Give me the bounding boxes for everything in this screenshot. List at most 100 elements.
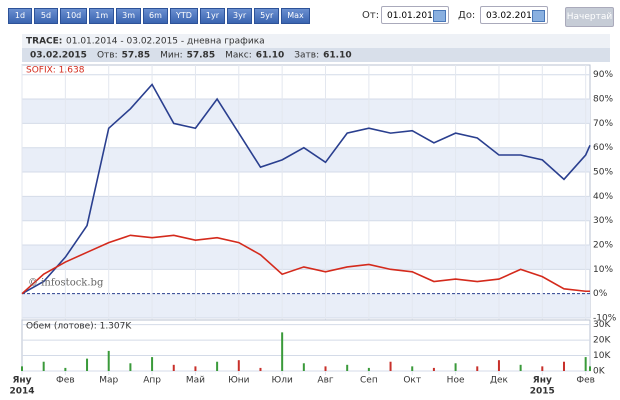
y-tick-label: 10K: [593, 351, 611, 361]
volume-label: Обем (лотове): 1.307K: [26, 322, 132, 332]
range-button[interactable]: 5yr: [254, 8, 280, 24]
x-tick-label: Мар: [99, 376, 118, 386]
info-label: Затв:: [294, 51, 319, 61]
from-value: 01.01.2014: [387, 11, 439, 21]
volume-bar: [389, 361, 392, 371]
volume-bar: [411, 366, 414, 371]
volume-bar: [584, 357, 587, 371]
volume-bar: [129, 363, 132, 371]
range-button[interactable]: 3m: [116, 8, 142, 24]
range-button[interactable]: 5d: [34, 8, 58, 24]
volume-bar: [541, 366, 544, 371]
x-tick-label: Ное: [447, 376, 465, 386]
x-tick-label: Юни: [228, 376, 250, 386]
year-label: 2015: [530, 387, 555, 397]
volume-bar: [324, 366, 327, 371]
range-button[interactable]: 10d: [60, 8, 88, 24]
x-tick-label: Сеп: [360, 376, 378, 386]
volume-bar: [346, 364, 349, 371]
x-tick-label: Яну: [533, 376, 552, 386]
range-button[interactable]: 6m: [143, 8, 168, 24]
volume-bar: [476, 366, 479, 371]
volume-bar: [107, 350, 110, 371]
to-value: 03.02.2015: [486, 11, 538, 21]
x-tick-label: Дек: [490, 376, 509, 386]
range-button[interactable]: YTD: [169, 8, 198, 24]
header-bar: [22, 34, 610, 48]
y-tick-label: -10%: [593, 314, 617, 324]
volume-bar: [42, 361, 45, 371]
info-value: 57.85: [187, 51, 215, 61]
x-tick-label: Фев: [56, 376, 75, 386]
range-buttons: 1d 5d 10d 1m 3m 6m YTD 1yr 3yr 5yr Max: [8, 8, 310, 24]
y-tick-label: 50%: [593, 168, 613, 178]
volume-bar: [562, 361, 565, 371]
y-tick-label: 70%: [593, 119, 613, 129]
y-tick-label: 30%: [593, 216, 613, 226]
watermark: © infostock.bg: [28, 278, 104, 289]
info-label: Отв:: [97, 51, 118, 61]
y-tick-label: 60%: [593, 143, 613, 153]
band: [22, 99, 590, 124]
series-label: SOFIX: 1.638: [26, 66, 85, 76]
volume-bar: [497, 360, 500, 371]
volume-bar: [21, 366, 23, 371]
y-tick-label: 40%: [593, 192, 613, 202]
volume-bar: [367, 367, 370, 371]
info-label: Мин:: [160, 51, 183, 61]
plot-area: [21, 319, 591, 372]
range-button[interactable]: 3yr: [227, 8, 253, 24]
from-input[interactable]: 01.01.2014: [381, 6, 449, 24]
info-bar: [22, 48, 610, 62]
volume-bar: [151, 357, 154, 371]
volume-bar: [259, 367, 262, 371]
volume-bar: [86, 358, 89, 371]
x-tick-label: Юли: [271, 376, 292, 386]
info-label: Макс:: [225, 51, 252, 61]
y-tick-label: 80%: [593, 95, 613, 105]
volume-bar: [302, 363, 305, 371]
calendar-icon[interactable]: [433, 10, 446, 22]
to-label: До:: [458, 10, 476, 21]
from-label: От:: [362, 10, 380, 21]
band: [22, 245, 590, 270]
volume-bar: [589, 366, 591, 371]
volume-bar: [172, 364, 175, 371]
info-value: 57.85: [122, 51, 150, 61]
band: [22, 147, 590, 173]
y-tick-label: 30K: [593, 320, 611, 330]
x-tick-label: Авг: [317, 376, 333, 386]
x-tick-label: Фев: [576, 376, 595, 386]
volume-bar: [194, 366, 197, 371]
range-button[interactable]: 1m: [89, 8, 115, 24]
info-value: 61.10: [256, 51, 284, 61]
submit-button[interactable]: Начертай: [565, 7, 614, 27]
volume-bar: [519, 364, 522, 371]
symbol: TRACE:: [26, 37, 62, 47]
range-button[interactable]: 1yr: [199, 8, 225, 24]
y-tick-label: 90%: [593, 70, 613, 80]
y-tick-label: 20%: [593, 241, 613, 251]
y-tick-label: 0%: [593, 289, 608, 299]
volume-bar: [281, 332, 284, 371]
band: [22, 196, 590, 221]
year-label: 2014: [9, 387, 34, 397]
info-value: 61.10: [323, 51, 351, 61]
y-tick-label: 0K: [593, 367, 606, 377]
y-tick-label: 10%: [593, 265, 613, 275]
to-input[interactable]: 03.02.2015: [480, 6, 548, 24]
volume-bar: [237, 360, 240, 371]
calendar-icon[interactable]: [532, 10, 545, 22]
info-label: 03.02.2015: [30, 51, 87, 61]
line: [21, 234, 590, 295]
x-tick-label: Апр: [143, 376, 161, 386]
x-tick-label: Окт: [403, 376, 421, 386]
line: [21, 83, 591, 295]
range-button[interactable]: Max: [281, 8, 310, 24]
range-button[interactable]: 1d: [8, 8, 32, 24]
x-tick-label: Яну: [12, 376, 31, 386]
y-tick-label: 20K: [593, 336, 611, 346]
header-title: 01.01.2014 - 03.02.2015 - дневна графика: [66, 37, 265, 47]
